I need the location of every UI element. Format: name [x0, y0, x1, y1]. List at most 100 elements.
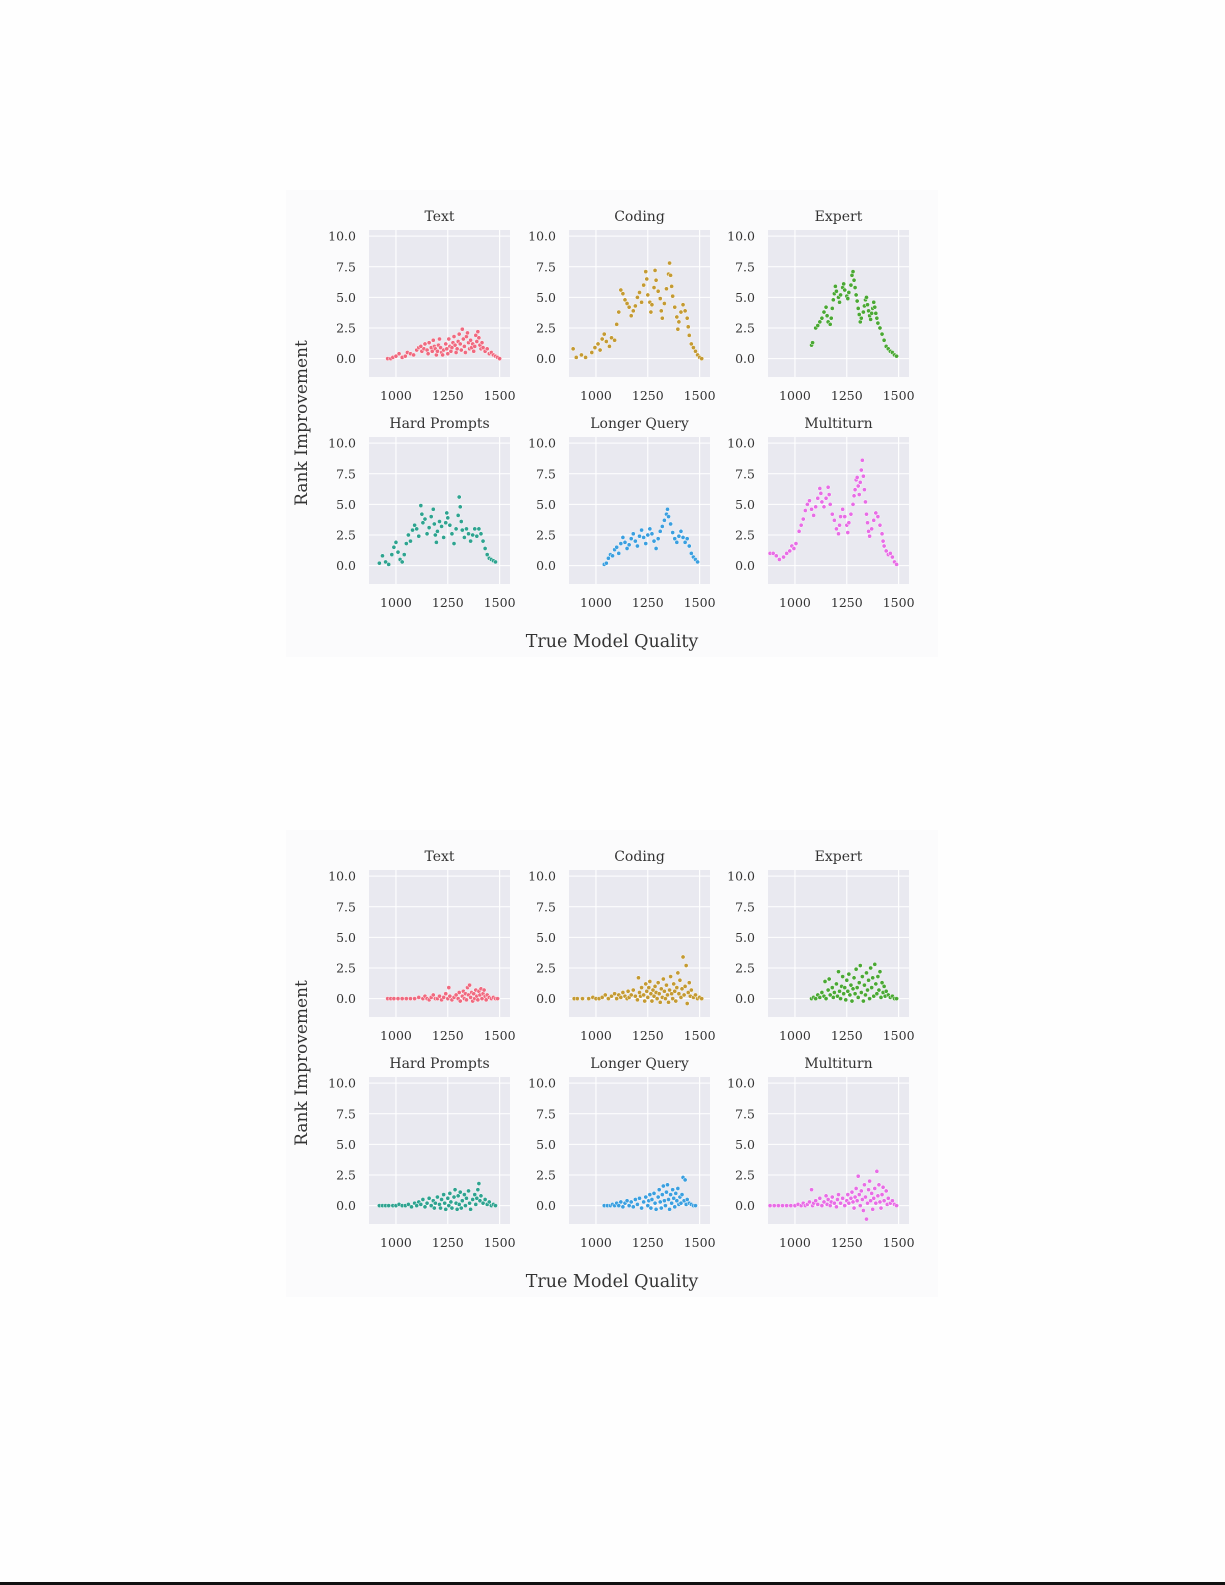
data-point — [457, 504, 463, 510]
data-point — [845, 530, 851, 535]
data-point — [393, 540, 399, 545]
x-tick-label: 1250 — [831, 595, 863, 610]
data-point — [659, 315, 665, 321]
data-point — [597, 347, 603, 353]
x-tick-label: 1250 — [432, 388, 464, 403]
data-point — [869, 310, 875, 316]
y-tick-label: 7.5 — [336, 1106, 356, 1121]
data-point — [628, 313, 634, 319]
data-point — [854, 985, 860, 990]
data-point — [824, 313, 830, 319]
data-point — [426, 1195, 432, 1201]
x-tick-label: 1000 — [779, 1028, 811, 1043]
data-point — [684, 315, 690, 321]
data-point — [670, 293, 676, 299]
data-point — [849, 998, 855, 1004]
data-point — [668, 1192, 673, 1197]
data-point — [655, 980, 661, 986]
x-tick-label: 1250 — [632, 1028, 664, 1043]
panel: 1000 1250 1500 0.0 2.5 5.0 7.5 10.0 Multiturn — [727, 416, 914, 610]
data-point — [592, 345, 598, 350]
data-point — [838, 1200, 843, 1206]
data-point — [658, 986, 664, 992]
data-point — [477, 1198, 483, 1204]
y-tick-label: 7.5 — [735, 259, 755, 274]
data-point — [649, 302, 655, 308]
data-point — [476, 335, 482, 341]
data-point — [864, 295, 869, 300]
data-point — [389, 552, 395, 557]
data-point — [818, 491, 824, 496]
data-point — [641, 1199, 646, 1205]
data-point — [620, 990, 626, 995]
data-point — [445, 515, 451, 521]
data-point — [826, 976, 832, 982]
data-point — [635, 295, 640, 300]
data-point — [880, 1184, 886, 1190]
data-point — [645, 532, 651, 538]
data-point — [817, 319, 823, 325]
y-tick-label: 0.0 — [735, 351, 755, 366]
data-point — [467, 1200, 472, 1206]
data-point — [669, 1200, 674, 1206]
data-point — [695, 559, 700, 565]
data-point — [447, 1191, 453, 1196]
y-axis-label: Rank Improvement — [292, 980, 312, 1146]
data-point — [834, 1204, 839, 1210]
data-point — [858, 990, 864, 995]
data-point — [643, 541, 649, 546]
data-point — [418, 344, 424, 349]
data-point — [666, 1197, 671, 1202]
data-point — [890, 554, 895, 560]
data-point — [467, 982, 472, 988]
data-point — [796, 528, 802, 534]
data-point — [624, 301, 630, 306]
x-tick-label: 1250 — [632, 388, 664, 403]
data-point — [422, 516, 428, 522]
x-tick-label: 1500 — [883, 388, 915, 403]
data-point — [827, 992, 833, 998]
data-point — [867, 996, 872, 1001]
data-point — [586, 996, 592, 1001]
data-point — [815, 1202, 821, 1207]
data-point — [658, 308, 664, 314]
data-point — [647, 526, 653, 532]
y-tick-label: 5.0 — [336, 290, 356, 305]
y-tick-label: 2.5 — [336, 1168, 356, 1183]
data-point — [865, 987, 870, 993]
data-point — [852, 1194, 858, 1200]
panel: 1000 1250 1500 0.0 2.5 5.0 7.5 10.0 Coding — [528, 849, 715, 1043]
data-point — [830, 297, 836, 303]
data-point — [678, 309, 684, 315]
data-point — [854, 298, 860, 304]
data-point — [798, 522, 804, 528]
data-point — [616, 1203, 622, 1208]
data-point — [606, 996, 611, 1001]
data-point — [680, 954, 686, 960]
data-point — [678, 528, 684, 534]
data-point — [815, 495, 821, 501]
y-tick-label: 10.0 — [328, 869, 356, 884]
data-point — [821, 309, 827, 315]
data-point — [665, 992, 670, 998]
data-point — [609, 335, 614, 341]
data-point — [643, 981, 649, 987]
data-point — [855, 995, 861, 1000]
data-point — [777, 557, 782, 562]
data-point — [462, 344, 467, 349]
data-point — [864, 1216, 869, 1222]
data-point — [628, 1199, 634, 1205]
data-point — [451, 334, 457, 339]
data-point — [823, 1193, 829, 1199]
data-point — [675, 970, 681, 976]
data-point — [412, 996, 417, 1001]
y-tick-label: 2.5 — [336, 961, 356, 976]
y-tick-label: 10.0 — [528, 229, 556, 244]
data-point — [663, 996, 668, 1001]
panel-title: Expert — [815, 209, 863, 225]
data-point — [656, 991, 662, 997]
data-point — [666, 514, 671, 519]
data-point — [819, 315, 825, 321]
data-point — [420, 1197, 426, 1202]
data-point — [455, 513, 461, 518]
